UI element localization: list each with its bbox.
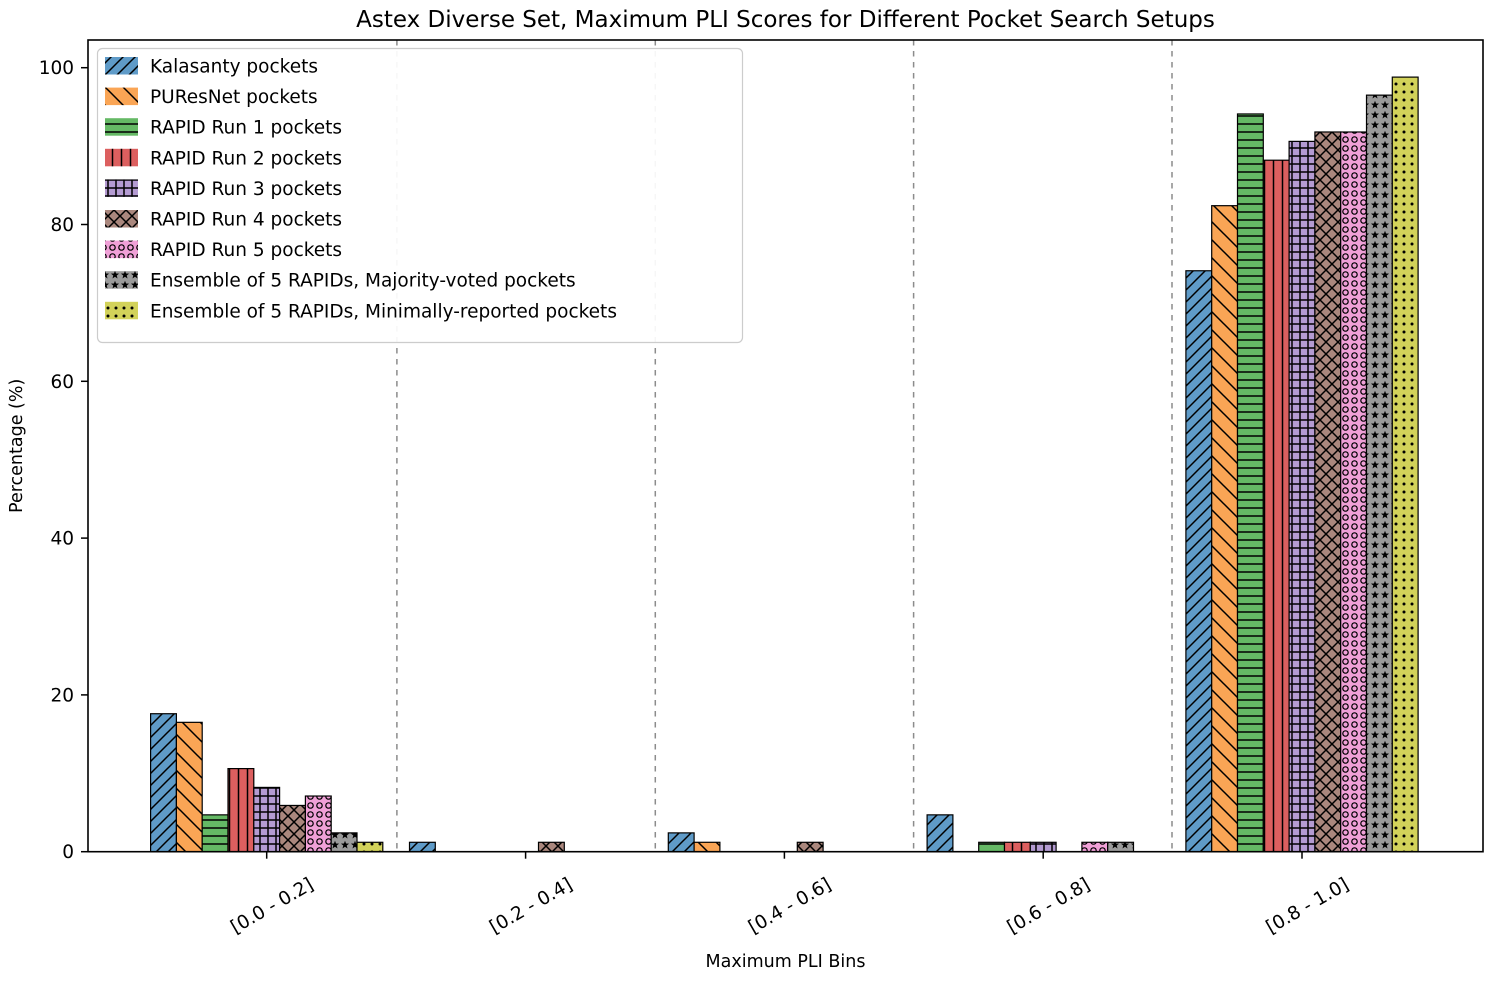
bar-hatch-series0-bin1 bbox=[408, 841, 436, 853]
bar-hatch-series3-bin3 bbox=[1003, 841, 1031, 853]
x-axis-label: Maximum PLI Bins bbox=[706, 952, 866, 972]
bar-hatch-series6-bin0 bbox=[304, 795, 332, 853]
x-tick-label: [0.8 - 1.0] bbox=[1263, 874, 1353, 938]
y-tick-label: 80 bbox=[50, 215, 74, 236]
legend-label-3: RAPID Run 2 pockets bbox=[150, 148, 342, 169]
legend-label-7: Ensemble of 5 RAPIDs, Majority-voted poc… bbox=[150, 271, 576, 292]
bar-hatch-series0-bin4 bbox=[1185, 270, 1213, 853]
y-tick-label: 100 bbox=[39, 58, 74, 79]
bar-hatch-series7-bin4 bbox=[1365, 94, 1393, 853]
chart-title: Astex Diverse Set, Maximum PLI Scores fo… bbox=[356, 7, 1215, 33]
legend-swatch-hatch-7 bbox=[105, 271, 138, 289]
bar-hatch-series8-bin4 bbox=[1391, 76, 1419, 853]
legend-label-6: RAPID Run 5 pockets bbox=[150, 240, 342, 261]
x-tick-label: [0.6 - 0.8] bbox=[1004, 874, 1094, 938]
bar-hatch-series1-bin2 bbox=[693, 841, 721, 853]
bar-hatch-series8-bin0 bbox=[356, 841, 384, 853]
legend-label-1: PUResNet pockets bbox=[150, 87, 318, 108]
x-tick-label: [0.0 - 0.2] bbox=[227, 874, 317, 938]
bar-hatch-series7-bin3 bbox=[1107, 841, 1135, 853]
bar-hatch-series2-bin3 bbox=[978, 841, 1006, 853]
bar-hatch-series5-bin0 bbox=[279, 804, 307, 853]
bar-hatch-series7-bin0 bbox=[330, 832, 358, 853]
bar-hatch-series0-bin2 bbox=[667, 832, 695, 853]
bar-hatch-series4-bin4 bbox=[1288, 140, 1316, 853]
bar-hatch-series0-bin3 bbox=[926, 814, 954, 853]
bar-hatch-series1-bin4 bbox=[1211, 205, 1239, 853]
bar-hatch-series3-bin4 bbox=[1262, 159, 1290, 853]
legend-label-2: RAPID Run 1 pockets bbox=[150, 118, 342, 139]
y-tick-label: 20 bbox=[50, 685, 74, 706]
y-tick-label: 40 bbox=[50, 529, 74, 550]
legend-swatch-hatch-0 bbox=[105, 57, 138, 75]
bar-hatch-series6-bin4 bbox=[1340, 131, 1368, 853]
bar-hatch-series5-bin2 bbox=[796, 841, 824, 853]
bar-hatch-series3-bin0 bbox=[227, 767, 255, 853]
x-tick-label: [0.2 - 0.4] bbox=[486, 874, 576, 938]
legend-swatch-hatch-4 bbox=[105, 179, 138, 197]
bar-hatch-series5-bin4 bbox=[1314, 131, 1342, 853]
legend-box bbox=[96, 47, 744, 344]
legend-swatch-hatch-1 bbox=[105, 87, 138, 106]
legend-swatch-hatch-2 bbox=[105, 118, 138, 136]
x-tick-label: [0.4 - 0.6] bbox=[745, 874, 835, 938]
bar-hatch-series6-bin3 bbox=[1081, 841, 1109, 853]
legend-label-8: Ensemble of 5 RAPIDs, Minimally-reported… bbox=[150, 301, 617, 322]
legend-label-0: Kalasanty pockets bbox=[150, 57, 318, 78]
legend-swatch-hatch-8 bbox=[105, 301, 138, 320]
legend: Kalasanty pockets PUResNet pockets RAPID R… bbox=[96, 47, 744, 344]
bar-hatch-series5-bin1 bbox=[537, 841, 565, 853]
y-tick-label: 0 bbox=[62, 842, 74, 863]
bar-hatch-series2-bin4 bbox=[1236, 113, 1264, 853]
legend-swatch-hatch-6 bbox=[105, 240, 138, 259]
bar-hatch-series1-bin0 bbox=[175, 721, 203, 853]
legend-swatch-hatch-5 bbox=[105, 210, 138, 228]
plot-frame bbox=[87, 39, 1484, 853]
y-axis-label: Percentage (%) bbox=[7, 379, 27, 513]
legend-swatch-hatch-3 bbox=[105, 148, 138, 167]
bar-hatch-series0-bin0 bbox=[150, 713, 178, 853]
bar-hatch-series2-bin0 bbox=[201, 814, 229, 853]
legend-label-4: RAPID Run 3 pockets bbox=[150, 179, 342, 200]
bar-hatch-series4-bin0 bbox=[253, 786, 281, 853]
legend-label-5: RAPID Run 4 pockets bbox=[150, 210, 342, 231]
bar-hatch-series4-bin3 bbox=[1029, 841, 1057, 853]
y-tick-label: 60 bbox=[50, 372, 74, 393]
